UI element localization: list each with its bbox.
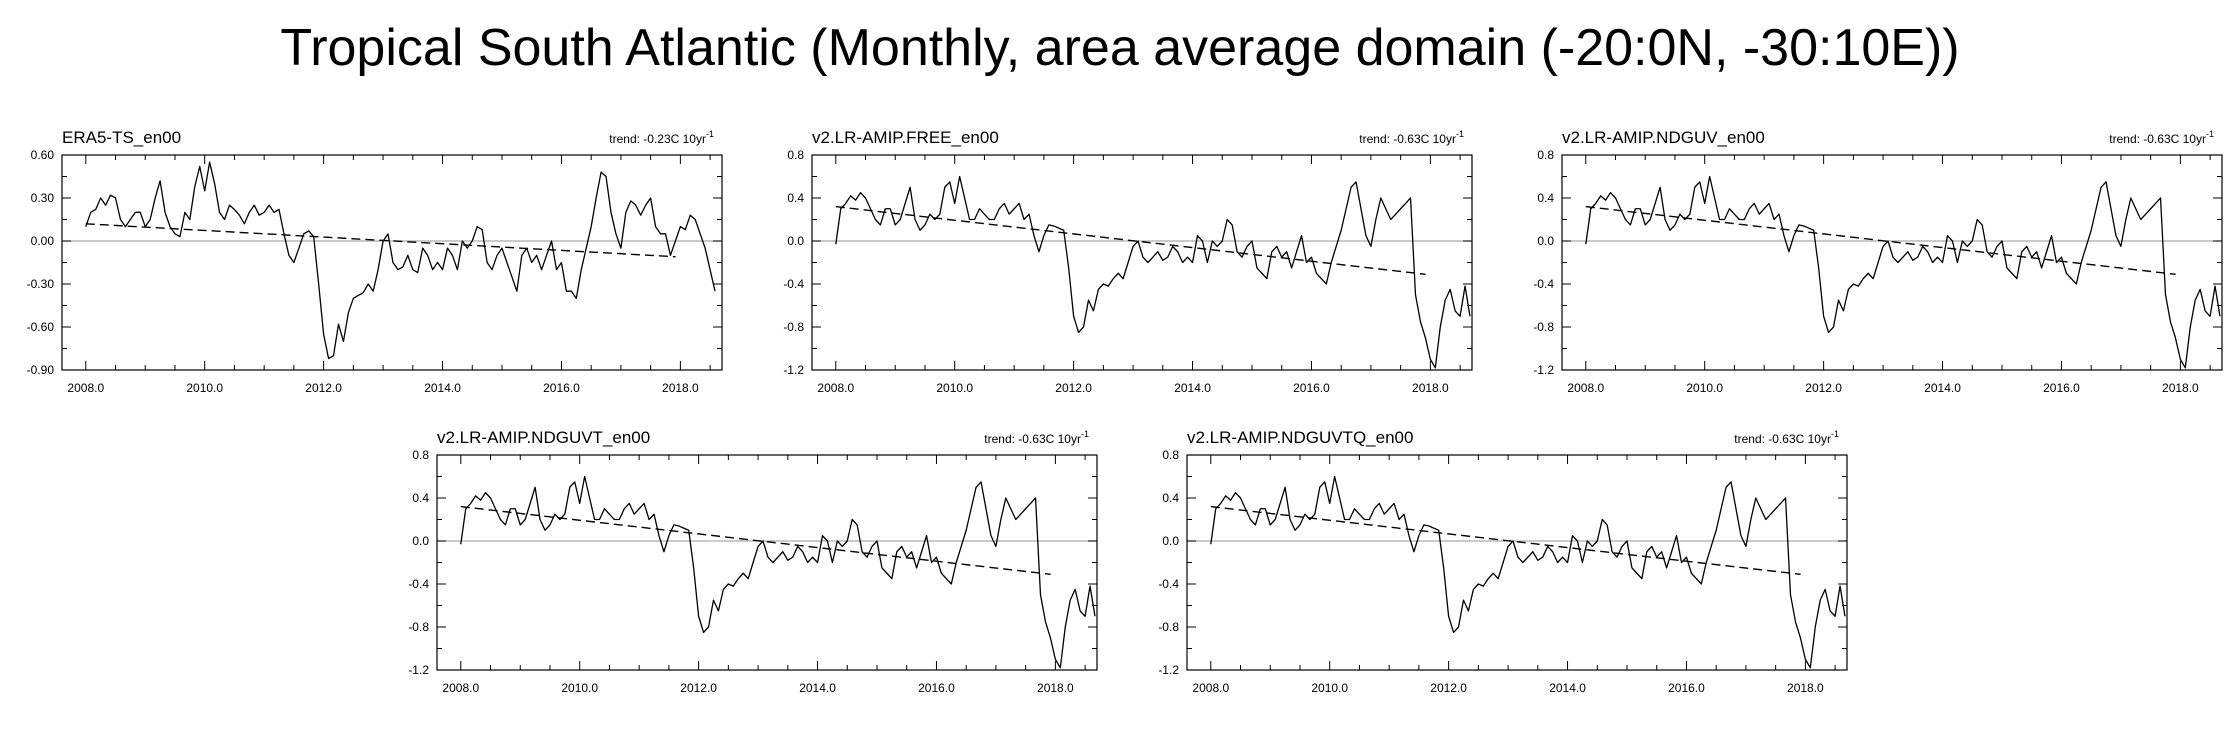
y-tick-label: 0.0	[787, 234, 804, 248]
plot-frame	[811, 154, 1473, 371]
series-line	[85, 161, 716, 360]
y-tick-label: 0.4	[1162, 491, 1179, 505]
y-tick-label: 0.0	[412, 534, 429, 548]
y-tick-label: -0.4	[1533, 277, 1554, 291]
panel-title: v2.LR-AMIP.FREE_en00	[812, 128, 999, 147]
y-tick-label: -1.2	[1158, 663, 1179, 677]
y-tick-label: -0.4	[408, 577, 429, 591]
x-tick-label: 2016.0	[543, 381, 580, 395]
x-tick-label: 2008.0	[67, 381, 104, 395]
y-tick-label: 0.00	[31, 234, 55, 248]
panel-title: v2.LR-AMIP.NDGUVT_en00	[437, 428, 650, 447]
y-tick-label: -0.60	[27, 320, 55, 334]
panel-amip-ndguvtq: v2.LR-AMIP.NDGUVTQ_en00 trend: -0.63C 10y…	[1158, 428, 1848, 695]
x-tick-label: 2012.0	[1805, 381, 1842, 395]
figure-title: Tropical South Atlantic (Monthly, area a…	[280, 19, 1960, 77]
x-tick-label: 2018.0	[662, 381, 699, 395]
x-tick-label: 2010.0	[561, 681, 598, 695]
y-tick-label: -0.4	[783, 277, 804, 291]
trend-exponent: -1	[1081, 429, 1089, 439]
x-tick-label: 2014.0	[1174, 381, 1211, 395]
y-tick-label: -0.90	[27, 363, 55, 377]
panel-amip-ndguv: v2.LR-AMIP.NDGUV_en00 trend: -0.63C 10yr-…	[1533, 128, 2223, 395]
y-tick-label: 0.4	[1537, 191, 1554, 205]
x-tick-label: 2016.0	[1293, 381, 1330, 395]
x-tick-label: 2016.0	[918, 681, 955, 695]
y-tick-label: 0.30	[31, 191, 55, 205]
panel-amip-free: v2.LR-AMIP.FREE_en00 trend: -0.63C 10yr-1…	[783, 128, 1473, 395]
series-line	[460, 475, 1096, 669]
trend-exponent: -1	[1831, 429, 1839, 439]
trend-line	[85, 223, 676, 258]
trend-label: trend: -0.23C 10yr-1	[609, 129, 714, 146]
x-tick-label: 2018.0	[1037, 681, 1074, 695]
y-tick-label: -0.8	[1533, 320, 1554, 334]
y-tick-label: -1.2	[783, 363, 804, 377]
y-tick-label: -0.8	[408, 620, 429, 634]
plot-frame	[1561, 154, 2223, 371]
x-tick-label: 2018.0	[2162, 381, 2199, 395]
trend-exponent: -1	[2206, 129, 2214, 139]
y-tick-label: -0.4	[1158, 577, 1179, 591]
y-tick-label: 0.8	[787, 148, 804, 162]
x-tick-label: 2008.0	[1567, 381, 1604, 395]
x-tick-label: 2012.0	[1055, 381, 1092, 395]
x-tick-label: 2008.0	[817, 381, 854, 395]
y-tick-label: 0.8	[1162, 448, 1179, 462]
x-tick-label: 2010.0	[1686, 381, 1723, 395]
trend-text: trend: -0.63C 10yr	[1359, 132, 1456, 146]
y-tick-label: 0.0	[1162, 534, 1179, 548]
trend-exponent: -1	[1456, 129, 1464, 139]
trend-text: trend: -0.63C 10yr	[2109, 132, 2206, 146]
trend-exponent: -1	[706, 129, 714, 139]
x-tick-label: 2012.0	[305, 381, 342, 395]
trend-text: trend: -0.23C 10yr	[609, 132, 706, 146]
x-tick-label: 2014.0	[424, 381, 461, 395]
series-line	[1585, 175, 2221, 369]
y-tick-label: -0.8	[783, 320, 804, 334]
x-tick-label: 2016.0	[2043, 381, 2080, 395]
x-tick-label: 2018.0	[1787, 681, 1824, 695]
trend-text: trend: -0.63C 10yr	[1734, 432, 1831, 446]
x-tick-label: 2014.0	[799, 681, 836, 695]
y-tick-label: -1.2	[408, 663, 429, 677]
x-tick-label: 2010.0	[186, 381, 223, 395]
panel-amip-ndguvt: v2.LR-AMIP.NDGUVT_en00 trend: -0.63C 10yr…	[408, 428, 1098, 695]
x-tick-label: 2008.0	[1192, 681, 1229, 695]
panel-title: ERA5-TS_en00	[62, 128, 181, 147]
y-tick-label: 0.8	[1537, 148, 1554, 162]
x-tick-label: 2010.0	[1311, 681, 1348, 695]
panel-title: v2.LR-AMIP.NDGUV_en00	[1562, 128, 1765, 147]
y-tick-label: 0.0	[1537, 234, 1554, 248]
plot-frame	[1186, 454, 1848, 671]
x-tick-label: 2010.0	[936, 381, 973, 395]
trend-text: trend: -0.63C 10yr	[984, 432, 1081, 446]
panel-title: v2.LR-AMIP.NDGUVTQ_en00	[1187, 428, 1413, 447]
x-tick-label: 2008.0	[442, 681, 479, 695]
y-tick-label: -0.30	[27, 277, 55, 291]
series-line	[1210, 475, 1846, 669]
plot-frame	[436, 454, 1098, 671]
x-tick-label: 2016.0	[1668, 681, 1705, 695]
x-tick-label: 2018.0	[1412, 381, 1449, 395]
x-tick-label: 2014.0	[1924, 381, 1961, 395]
y-tick-label: 0.4	[787, 191, 804, 205]
y-tick-label: -1.2	[1533, 363, 1554, 377]
x-tick-label: 2012.0	[1430, 681, 1467, 695]
trend-label: trend: -0.63C 10yr-1	[984, 429, 1089, 446]
plot-frame	[61, 154, 723, 371]
y-tick-label: 0.60	[31, 148, 55, 162]
y-tick-label: 0.4	[412, 491, 429, 505]
panel-era5: ERA5-TS_en00 trend: -0.23C 10yr-1 0.60 0.30…	[27, 128, 723, 395]
y-tick-label: 0.8	[412, 448, 429, 462]
trend-label: trend: -0.63C 10yr-1	[1734, 429, 1839, 446]
trend-label: trend: -0.63C 10yr-1	[2109, 129, 2214, 146]
series-line	[835, 175, 1471, 369]
trend-label: trend: -0.63C 10yr-1	[1359, 129, 1464, 146]
x-tick-label: 2014.0	[1549, 681, 1586, 695]
y-tick-label: -0.8	[1158, 620, 1179, 634]
x-tick-label: 2012.0	[680, 681, 717, 695]
